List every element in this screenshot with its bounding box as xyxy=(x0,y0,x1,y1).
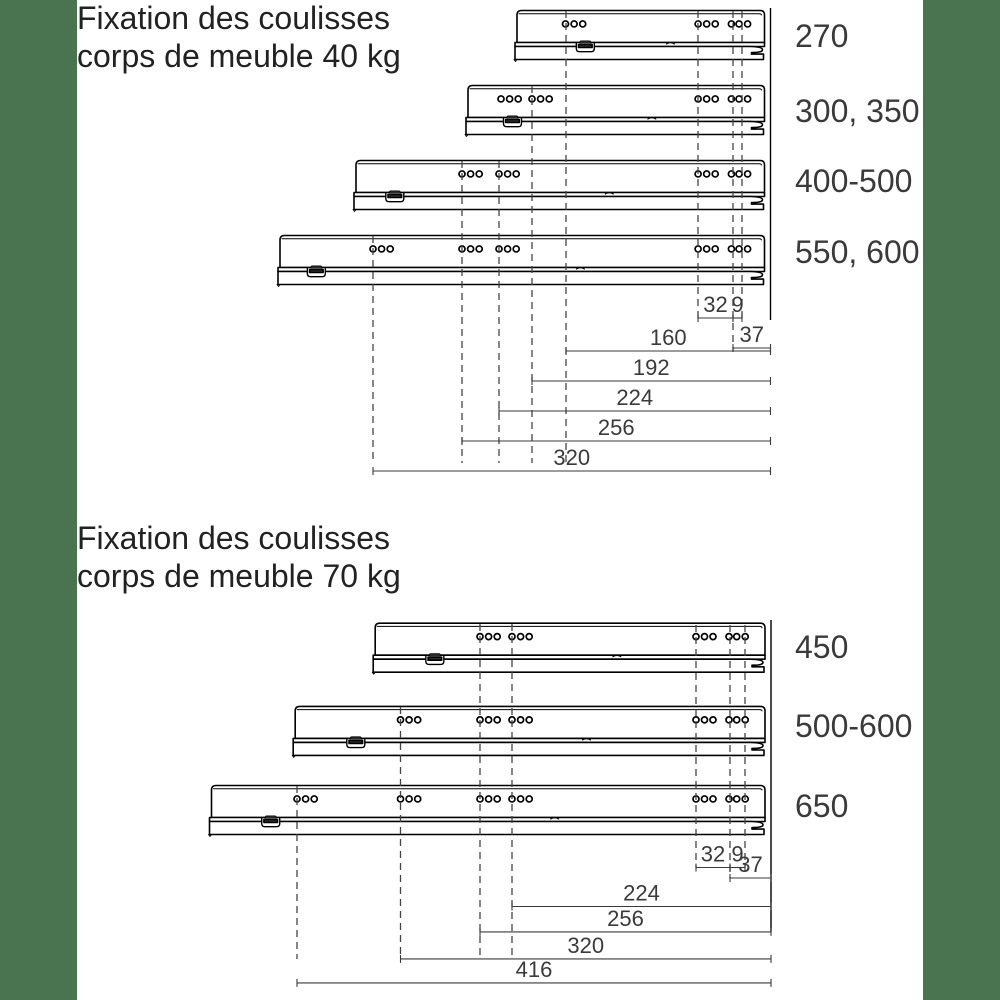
svg-text:320: 320 xyxy=(567,933,604,958)
svg-text:160: 160 xyxy=(650,325,687,350)
svg-text:32: 32 xyxy=(703,292,727,317)
svg-text:256: 256 xyxy=(598,415,635,440)
svg-text:320: 320 xyxy=(553,445,590,470)
svg-text:37: 37 xyxy=(740,322,764,347)
svg-text:192: 192 xyxy=(633,355,670,380)
svg-text:256: 256 xyxy=(607,906,644,931)
svg-text:9: 9 xyxy=(731,292,743,317)
svg-text:32: 32 xyxy=(701,842,725,867)
svg-text:37: 37 xyxy=(738,852,762,877)
svg-text:416: 416 xyxy=(516,957,553,982)
svg-text:224: 224 xyxy=(623,881,660,906)
svg-text:224: 224 xyxy=(616,385,653,410)
